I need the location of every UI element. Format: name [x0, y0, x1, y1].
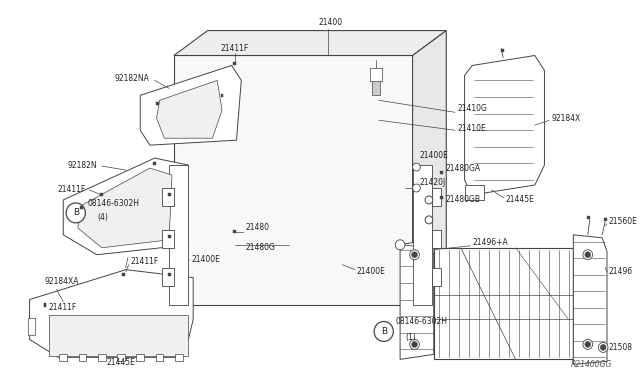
Bar	[432, 230, 442, 248]
Bar	[221, 94, 223, 97]
Bar	[372, 80, 380, 95]
Circle shape	[412, 341, 417, 347]
Bar	[432, 268, 442, 286]
Bar	[156, 102, 159, 105]
Text: 21400E: 21400E	[191, 255, 220, 264]
Bar	[588, 217, 590, 219]
Bar	[168, 193, 170, 196]
Bar	[49, 314, 188, 356]
Bar	[233, 62, 236, 65]
Text: 92182N: 92182N	[67, 161, 97, 170]
Text: 21445E: 21445E	[506, 195, 535, 205]
Text: R21400GG: R21400GG	[570, 360, 612, 369]
Text: (1): (1)	[405, 333, 415, 342]
Circle shape	[425, 216, 433, 224]
Text: 21508: 21508	[609, 343, 633, 352]
Circle shape	[583, 250, 593, 260]
Text: 21400: 21400	[318, 18, 342, 27]
Circle shape	[585, 252, 591, 258]
Text: (4): (4)	[97, 214, 108, 222]
Bar	[163, 268, 174, 286]
Bar	[153, 161, 156, 164]
Text: B: B	[381, 327, 387, 336]
Bar	[604, 218, 607, 221]
Text: B: B	[73, 208, 79, 217]
Polygon shape	[140, 65, 241, 145]
Bar	[122, 273, 125, 276]
Text: 92182NA: 92182NA	[115, 74, 150, 83]
Circle shape	[410, 250, 419, 260]
Text: 21496: 21496	[609, 267, 633, 276]
Bar	[440, 196, 443, 199]
Bar	[434, 248, 573, 359]
Text: 21560E: 21560E	[609, 217, 638, 227]
Bar	[79, 355, 86, 361]
Polygon shape	[465, 55, 545, 195]
Text: 21411F: 21411F	[131, 257, 159, 266]
Bar	[465, 185, 484, 200]
Polygon shape	[400, 240, 434, 359]
Bar	[371, 68, 382, 81]
Text: 21420J: 21420J	[419, 177, 445, 186]
Text: 21411F: 21411F	[220, 44, 249, 53]
Circle shape	[413, 184, 420, 192]
Circle shape	[66, 203, 85, 223]
Bar	[175, 355, 182, 361]
Circle shape	[585, 341, 591, 347]
Polygon shape	[169, 165, 188, 305]
Text: 21411F: 21411F	[57, 186, 85, 195]
Circle shape	[425, 196, 433, 204]
Circle shape	[413, 163, 420, 171]
Bar	[168, 273, 170, 276]
Bar	[44, 304, 47, 307]
Polygon shape	[174, 55, 413, 305]
Bar	[500, 49, 504, 52]
Polygon shape	[63, 158, 188, 255]
Bar	[100, 193, 103, 196]
Polygon shape	[413, 31, 446, 305]
Text: 21480G: 21480G	[245, 243, 275, 252]
Polygon shape	[174, 31, 446, 55]
Polygon shape	[573, 235, 607, 364]
Bar	[60, 355, 67, 361]
Text: 21480: 21480	[245, 223, 269, 232]
Bar	[156, 355, 163, 361]
Text: 21480GB: 21480GB	[445, 195, 481, 205]
Polygon shape	[413, 165, 432, 305]
Text: 21480GA: 21480GA	[445, 164, 481, 173]
Text: 21410G: 21410G	[458, 104, 488, 113]
Text: 08146-6302H: 08146-6302H	[87, 199, 140, 208]
Circle shape	[600, 344, 606, 350]
Text: 08146-6302H: 08146-6302H	[396, 317, 447, 326]
Text: 21410E: 21410E	[458, 124, 486, 133]
Bar	[80, 206, 83, 209]
Polygon shape	[77, 168, 172, 248]
Circle shape	[412, 252, 417, 258]
Text: 21400E: 21400E	[419, 151, 448, 160]
Bar	[163, 230, 174, 248]
Bar	[98, 355, 106, 361]
Circle shape	[396, 240, 405, 250]
Circle shape	[598, 342, 608, 352]
Text: 21445E: 21445E	[106, 358, 136, 367]
Text: 21496+A: 21496+A	[472, 238, 508, 247]
Bar	[168, 235, 170, 238]
Text: 92184XA: 92184XA	[44, 277, 79, 286]
Polygon shape	[157, 80, 222, 138]
Text: 92184X: 92184X	[551, 114, 580, 123]
Bar	[432, 188, 442, 206]
Polygon shape	[29, 270, 193, 357]
Bar	[440, 170, 443, 174]
Bar	[136, 355, 144, 361]
Circle shape	[583, 339, 593, 349]
Bar	[163, 188, 174, 206]
Circle shape	[374, 321, 394, 341]
Bar	[117, 355, 125, 361]
Bar	[28, 318, 35, 336]
Circle shape	[410, 339, 419, 349]
Bar	[44, 303, 47, 306]
Bar	[233, 230, 236, 233]
Text: 21400E: 21400E	[356, 267, 386, 276]
Text: 21411F: 21411F	[49, 303, 77, 312]
